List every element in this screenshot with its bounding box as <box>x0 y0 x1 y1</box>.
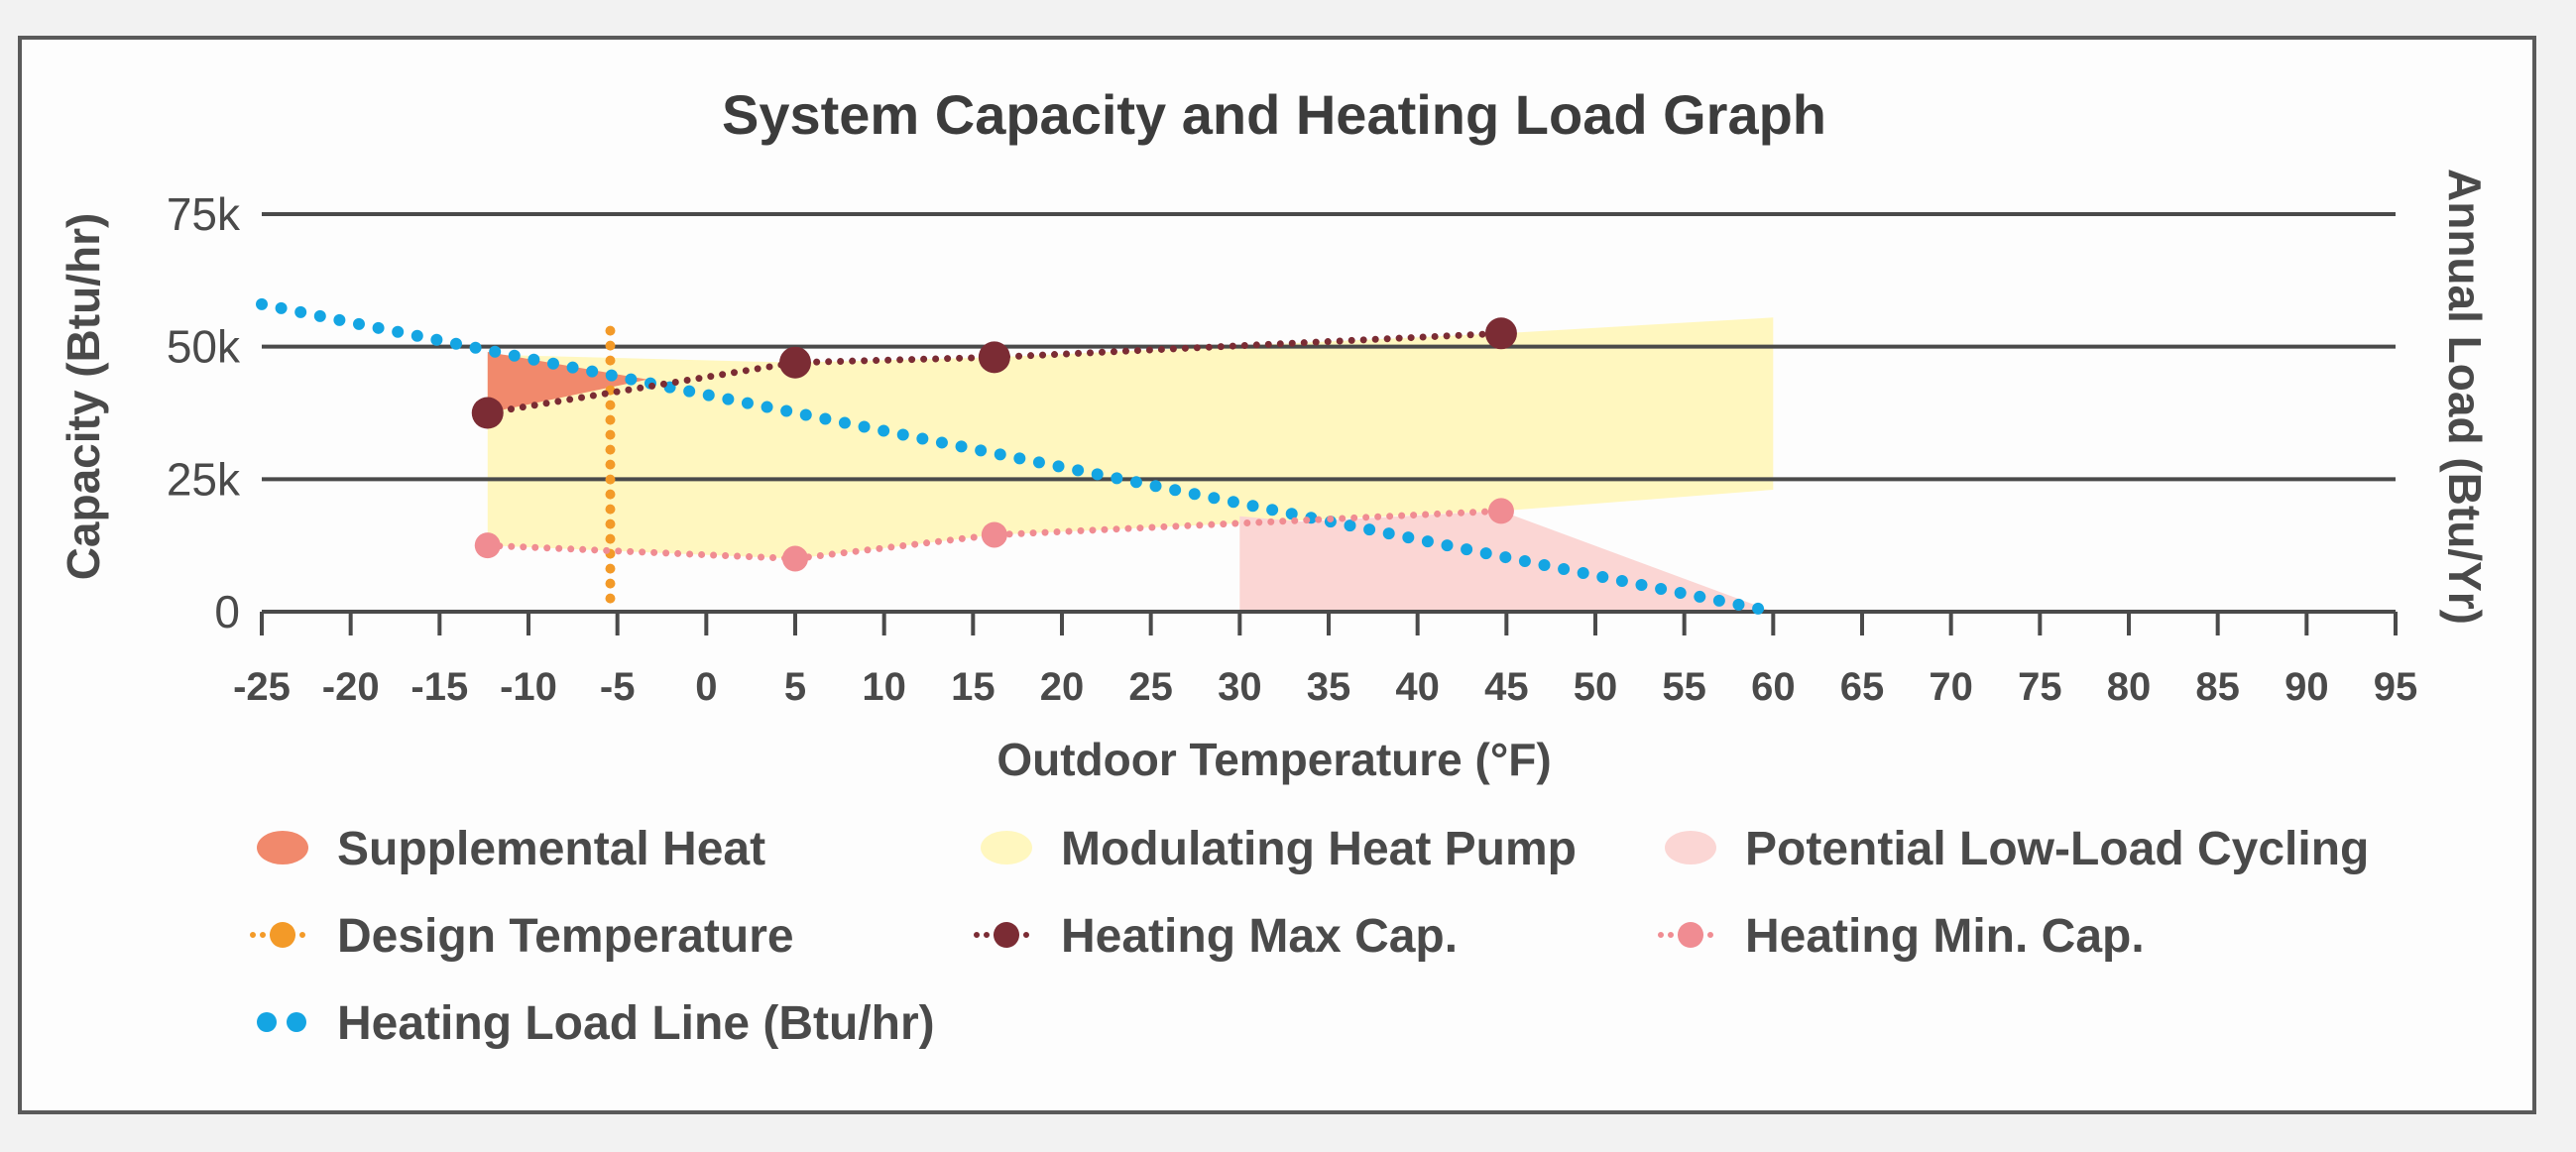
heating-max-cap-point <box>1484 317 1517 350</box>
heating-min-cap-point <box>1487 498 1514 524</box>
legend-marker-icon <box>270 922 295 948</box>
legend-item: Heating Load Line (Btu/hr) <box>257 997 935 1050</box>
x-tick-label: 35 <box>1307 665 1351 709</box>
x-tick-label: -20 <box>322 665 380 709</box>
legend: Supplemental Heat Modulating Heat Pump Pot… <box>250 823 2369 1050</box>
legend-label: Heating Max Cap. <box>1061 910 1458 963</box>
series-layer <box>256 297 1780 618</box>
x-tick-label: 85 <box>2195 665 2240 709</box>
x-axis-label: Outdoor Temperature (°F) <box>996 734 1551 785</box>
x-tick-label: -15 <box>410 665 468 709</box>
area-mod <box>487 317 1774 559</box>
x-tick-label: 95 <box>2374 665 2418 709</box>
x-tick-label: 90 <box>2284 665 2329 709</box>
x-tick-label: -5 <box>600 665 636 709</box>
legend-swatch <box>257 831 308 864</box>
heating-min-cap-point <box>782 545 808 572</box>
x-tick-label: -10 <box>500 665 557 709</box>
heating-min-cap-point <box>474 532 501 559</box>
x-tick-label: 20 <box>1040 665 1085 709</box>
legend-marker-icon <box>1678 922 1703 948</box>
legend-item: Heating Max Cap. <box>974 910 1458 963</box>
x-tick-label: 15 <box>951 665 995 709</box>
y-axis-label: Capacity (Btu/hr) <box>58 213 109 581</box>
chart-title: System Capacity and Heating Load Graph <box>722 83 1826 146</box>
x-axis: -25 -20 -15 -10 -5 0 5 10 15 20 25 30 35 40 45 50 55 60 65… <box>233 610 2418 709</box>
x-tick-label: 10 <box>862 665 906 709</box>
legend-swatch <box>1665 831 1716 864</box>
x-tick-label: 45 <box>1484 665 1529 709</box>
legend-item: Modulating Heat Pump <box>981 823 1577 875</box>
x-tick-label: 5 <box>784 665 806 709</box>
legend-marker-icon <box>994 922 1019 948</box>
y-tick-label: 25k <box>167 453 241 505</box>
legend-dot-icon <box>257 1012 277 1032</box>
heating-max-cap-point <box>978 341 1010 374</box>
legend-label: Supplemental Heat <box>337 823 765 875</box>
legend-label: Modulating Heat Pump <box>1061 823 1577 875</box>
heating-max-cap-line <box>484 329 1505 416</box>
legend-item: Design Temperature <box>250 910 794 963</box>
y-axis: 0 25k 50k 75k <box>167 188 241 637</box>
area-layer <box>487 317 1774 612</box>
y-tick-label: 50k <box>167 321 241 373</box>
heating-min-cap-point <box>981 521 1007 548</box>
y-tick-label: 75k <box>167 188 241 240</box>
legend-item: Supplemental Heat <box>257 823 765 875</box>
x-tick-label: 40 <box>1395 665 1440 709</box>
legend-swatch <box>981 831 1032 864</box>
legend-dot-icon <box>287 1012 306 1032</box>
x-tick-label: 50 <box>1574 665 1618 709</box>
gridlines <box>262 212 2396 482</box>
y-tick-label: 0 <box>214 586 240 637</box>
legend-label: Heating Min. Cap. <box>1745 910 2145 963</box>
heating-max-cap-point <box>779 346 811 379</box>
x-tick-label: 55 <box>1662 665 1706 709</box>
x-tick-label: -25 <box>233 665 291 709</box>
legend-item: Potential Low-Load Cycling <box>1665 823 2369 875</box>
legend-label: Heating Load Line (Btu/hr) <box>337 997 935 1050</box>
x-tick-label: 0 <box>695 665 717 709</box>
heating-min-cap-line <box>484 507 1505 563</box>
x-tick-label: 80 <box>2107 665 2152 709</box>
heating-load-line <box>256 297 1780 618</box>
x-tick-label: 75 <box>2018 665 2062 709</box>
x-tick-label: 65 <box>1840 665 1885 709</box>
x-tick-label: 30 <box>1218 665 1262 709</box>
area-supp <box>487 352 648 413</box>
heating-max-cap-point <box>471 397 504 429</box>
x-tick-label: 25 <box>1128 665 1173 709</box>
x-tick-label: 60 <box>1751 665 1796 709</box>
x-tick-label: 70 <box>1929 665 1973 709</box>
legend-label: Potential Low-Load Cycling <box>1745 823 2369 875</box>
legend-item: Heating Min. Cap. <box>1658 910 2145 963</box>
legend-label: Design Temperature <box>337 910 794 963</box>
y2-axis-label: Annual Load (Btu/Yr) <box>2439 169 2491 625</box>
